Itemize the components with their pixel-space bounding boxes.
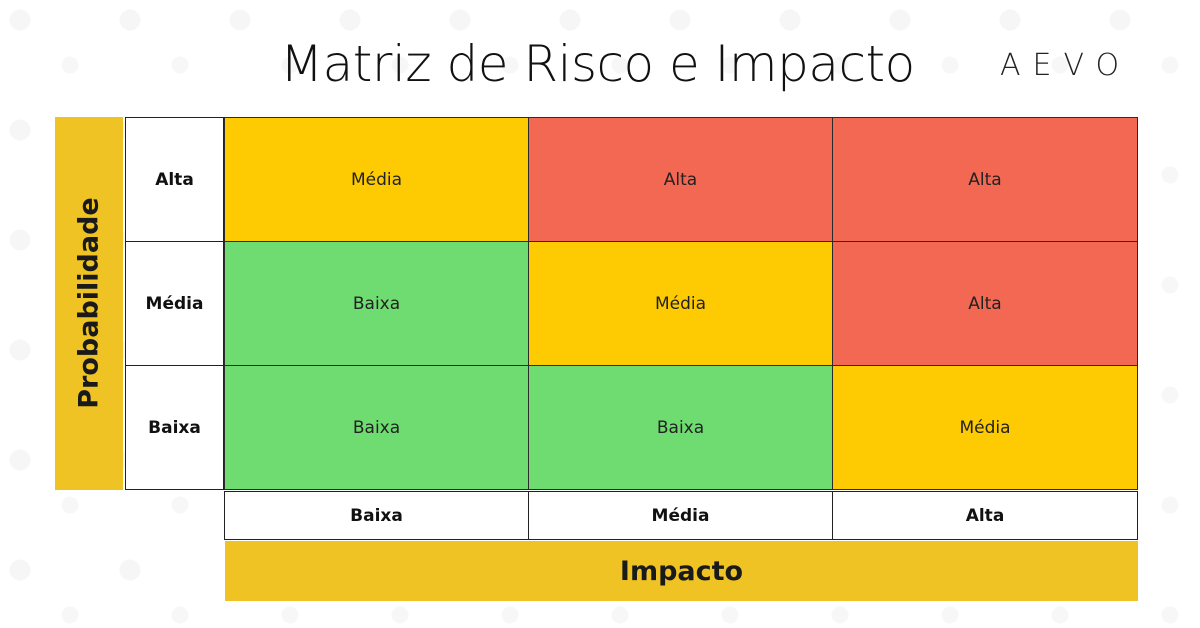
- probability-axis-label: Probabilidade: [73, 197, 105, 409]
- row-header-media: Média: [125, 241, 224, 366]
- col-header-baixa: Baixa: [224, 491, 529, 540]
- matrix-cell: Média: [224, 117, 529, 242]
- col-header-alta: Alta: [832, 491, 1138, 540]
- row-header-alta: Alta: [125, 117, 224, 242]
- page-title: Matriz de Risco e Impacto: [280, 35, 915, 93]
- matrix-cell: Baixa: [224, 241, 529, 366]
- matrix-cell: Alta: [528, 117, 833, 242]
- col-header-media: Média: [528, 491, 833, 540]
- matrix-cell: Baixa: [528, 365, 833, 490]
- probability-axis-bar: [55, 117, 123, 490]
- aevo-logo: AEVO: [1000, 48, 1132, 83]
- matrix-cell: Alta: [832, 117, 1138, 242]
- matrix-cell: Média: [528, 241, 833, 366]
- impact-axis-label: Impacto: [619, 555, 744, 587]
- matrix-cell: Média: [832, 365, 1138, 490]
- matrix-cell: Alta: [832, 241, 1138, 366]
- impact-axis-bar: Impacto: [225, 541, 1138, 601]
- matrix-cell: Baixa: [224, 365, 529, 490]
- row-header-baixa: Baixa: [125, 365, 224, 490]
